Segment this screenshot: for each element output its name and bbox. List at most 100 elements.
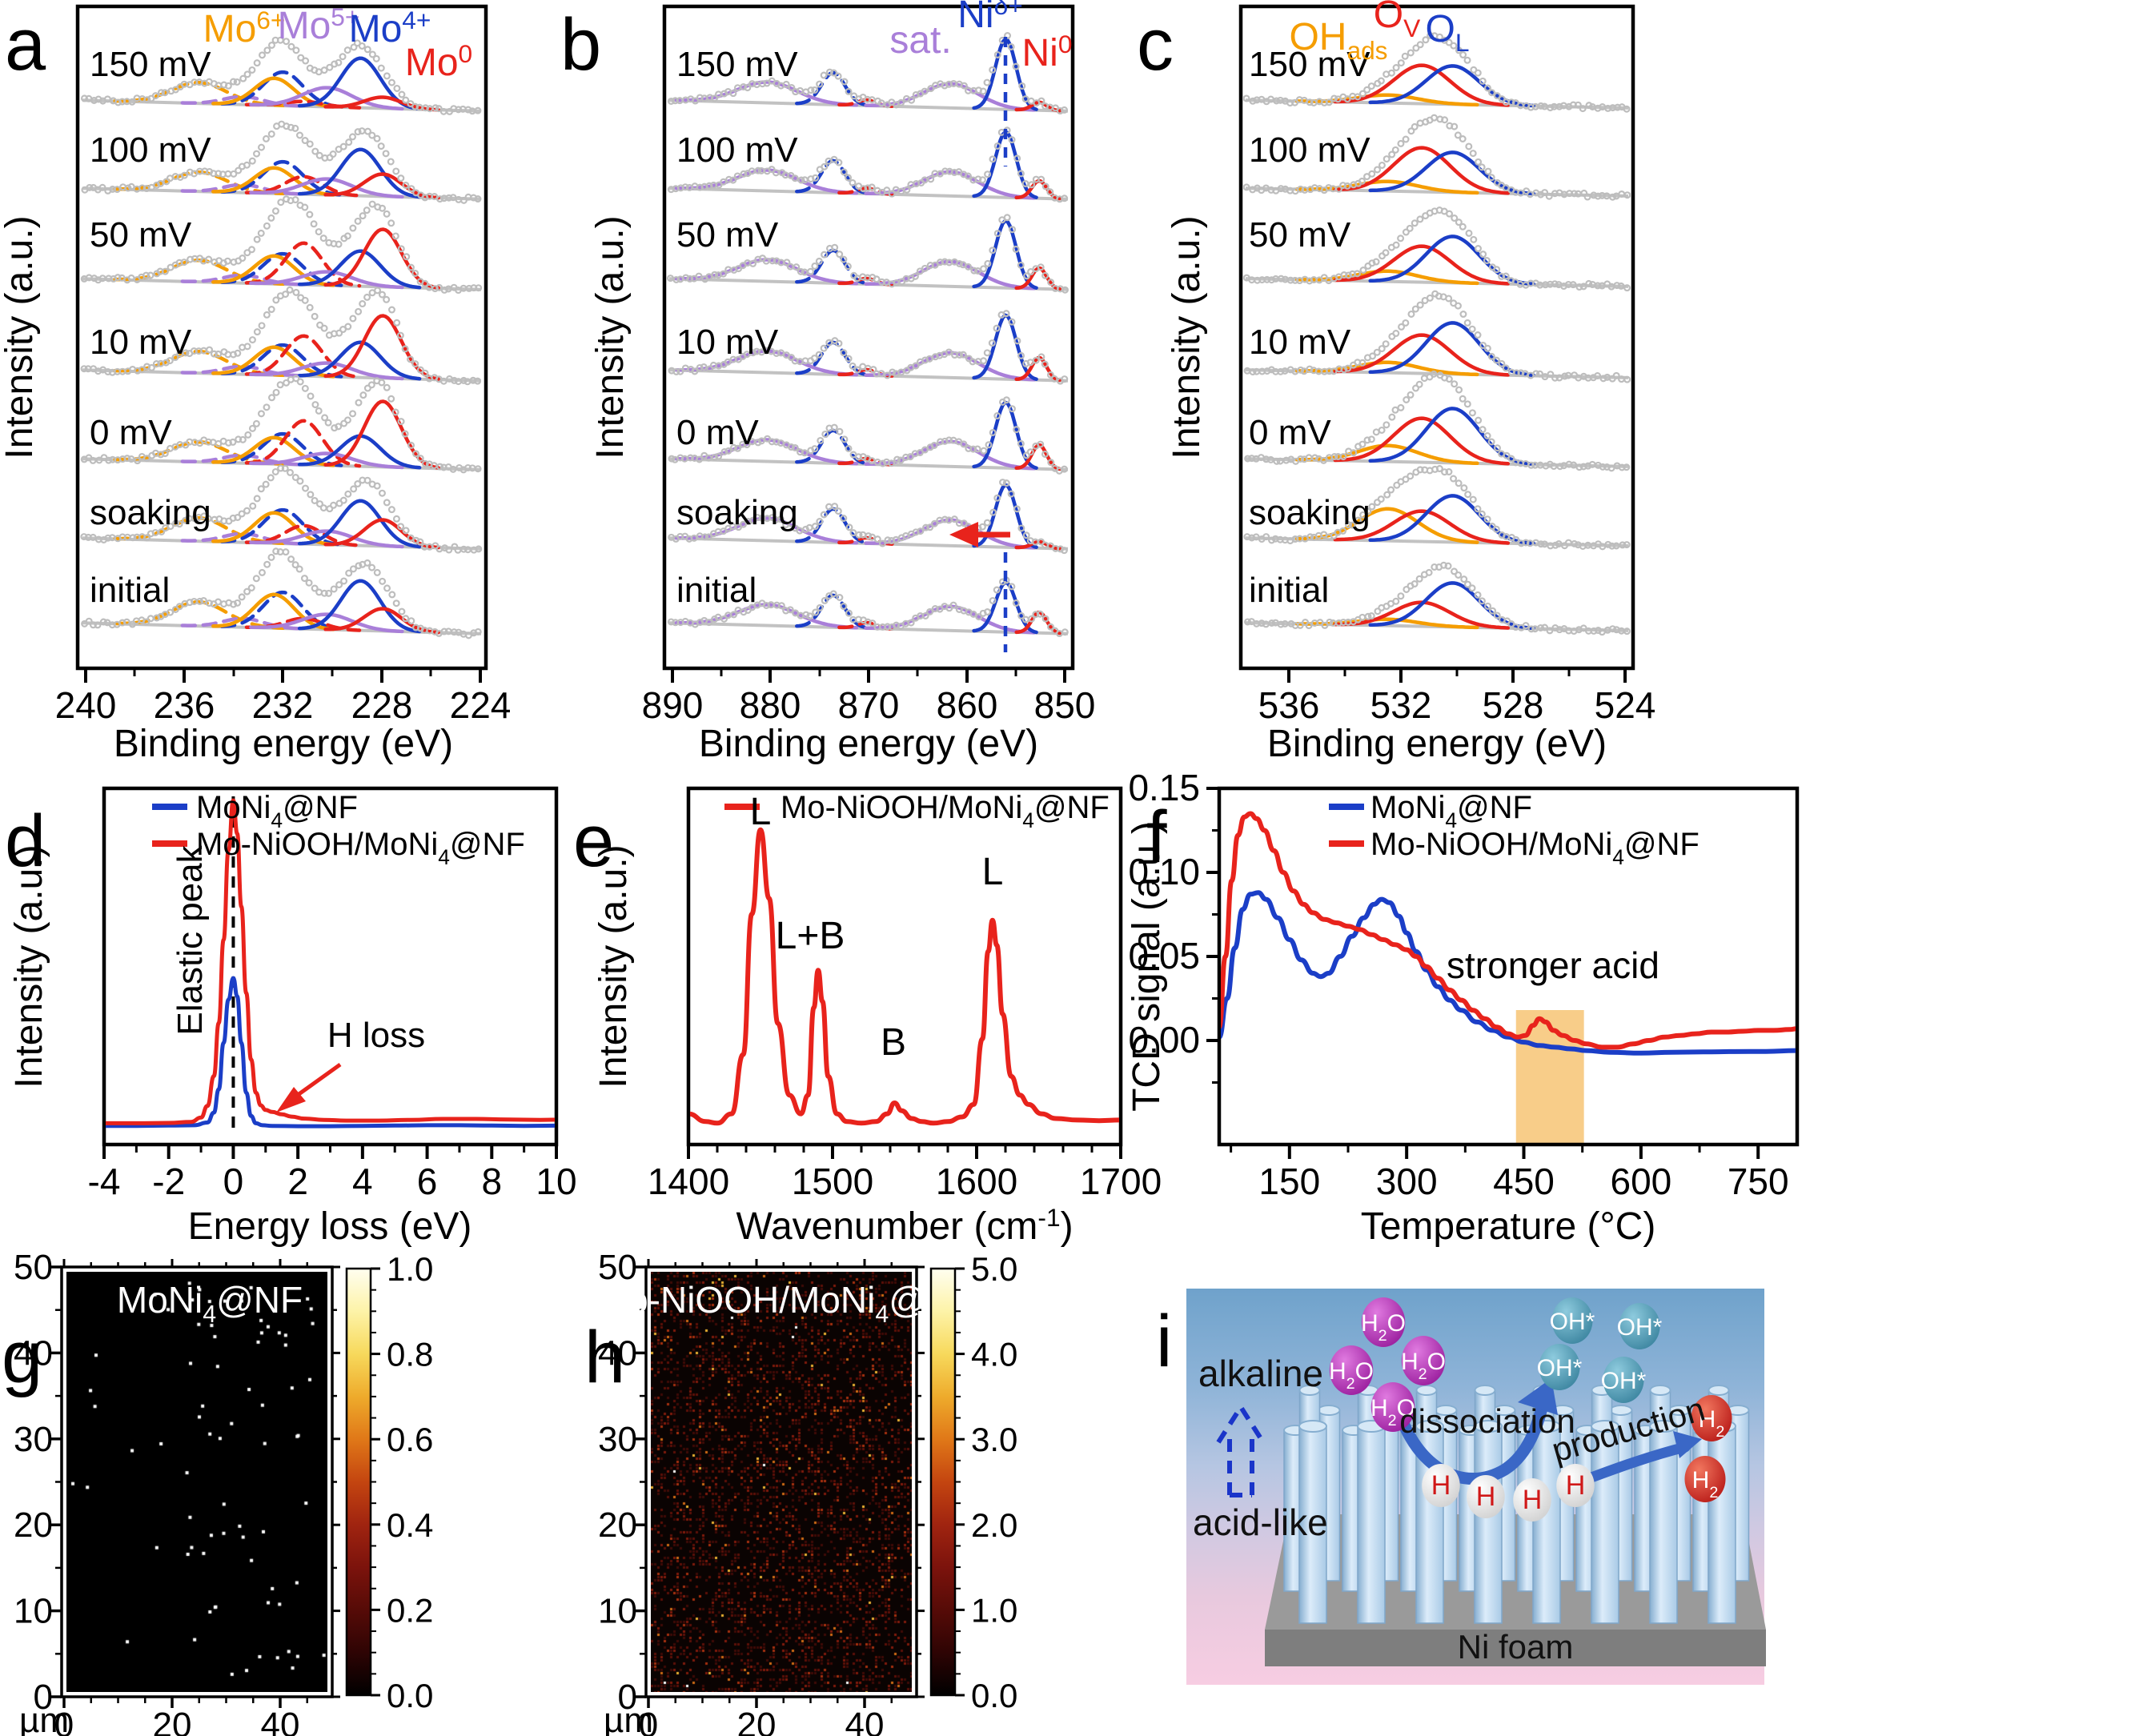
axis-title-y-e: Intensity (a.u.) <box>592 844 635 1088</box>
molecule-label: H <box>1523 1485 1543 1515</box>
peak-O V <box>1333 416 1511 466</box>
nanorod <box>1591 1425 1619 1624</box>
peak-Mo5+ 3d3/2 <box>180 182 305 196</box>
x-tick-label: 10 <box>536 1161 576 1202</box>
y-tick-label: 0.15 <box>1128 767 1200 808</box>
trace-label-100 mV: 100 mV <box>90 130 211 170</box>
colorbar-label: 0.0 <box>971 1677 1017 1714</box>
colorbar-label: 0.2 <box>387 1591 433 1629</box>
x-tick-label: 532 <box>1370 684 1432 726</box>
state-transition-arrow <box>1227 1434 1254 1497</box>
molecule-label: OH* <box>1550 1309 1595 1335</box>
nanorod-cap <box>1298 1385 1321 1396</box>
nanorod <box>1298 1425 1327 1624</box>
peak-Mo5+ 3d5/2 <box>249 177 404 199</box>
molecule-oh <box>1539 1344 1580 1390</box>
nanorod <box>1708 1425 1736 1624</box>
molecule-label: OH* <box>1601 1368 1647 1394</box>
peak-O V <box>1333 333 1511 377</box>
map-field-g <box>66 1272 327 1692</box>
peak-Mo0 3d5/2 <box>323 314 440 381</box>
trace-label-100 mV: 100 mV <box>676 130 798 170</box>
state-transition-arrow-head <box>1216 1402 1266 1444</box>
x-tick-label: 0 <box>54 1706 74 1736</box>
x-tick-label: 750 <box>1728 1161 1789 1202</box>
y-tick-label: 0.00 <box>1128 1019 1200 1060</box>
nanorod-cap <box>1415 1385 1438 1396</box>
peak-label: sat. <box>889 19 951 62</box>
molecule-label: H2​ <box>1699 1406 1725 1441</box>
x-tick-label: 236 <box>154 684 215 726</box>
peak-Mo5+ 3d5/2 <box>249 529 404 549</box>
molecule-oh <box>1603 1357 1644 1403</box>
colorbar-label: 4.0 <box>971 1336 1017 1373</box>
x-tick-label: 8 <box>481 1161 502 1202</box>
molecule-label: H2​O <box>1361 1310 1406 1345</box>
peak-Mo4+ 3d3/2 <box>219 70 344 109</box>
y-tick-label: 0.10 <box>1128 851 1200 892</box>
x-tick-label: 524 <box>1595 684 1656 726</box>
trace-label-0 mV: 0 mV <box>90 413 172 452</box>
peak-Mo5+ 3d3/2 <box>180 94 305 108</box>
panel-f-frame <box>1217 786 1800 1147</box>
molecule-h2o <box>1329 1345 1374 1395</box>
colorbar-h <box>929 1267 957 1697</box>
peak-Mo4+ 3d5/2 <box>297 340 422 381</box>
trace-label-10 mV: 10 mV <box>676 323 779 362</box>
x-tick-label: 240 <box>55 684 117 726</box>
peak-Mo5+ 3d3/2 <box>180 364 305 378</box>
peak-Ni d+ 2p3/2 <box>972 130 1038 199</box>
x-tick-label: 0 <box>223 1161 244 1202</box>
nanorod <box>1357 1425 1386 1624</box>
axis-title-x-e: Wavenumber (cm-1​) <box>736 1203 1073 1248</box>
nanorod-cap <box>1591 1420 1619 1433</box>
y-tick-label: 0 <box>34 1678 53 1717</box>
axis-title-x-c: Binding energy (eV) <box>1267 723 1607 765</box>
axis-title-x-d: Energy loss (eV) <box>188 1205 472 1248</box>
peak-O L <box>1368 494 1535 546</box>
colorbar-g <box>345 1267 372 1697</box>
nanorod-cap <box>1298 1420 1327 1433</box>
peak-Mo6+ 3d5/2 <box>211 254 335 287</box>
trace-label-initial: initial <box>1249 571 1329 610</box>
molecule-label: H2​O <box>1329 1358 1374 1393</box>
x-tick-label: 20 <box>737 1706 777 1736</box>
peak-Mo0 3d5/2 <box>323 607 440 635</box>
trace-label-100 mV: 100 mV <box>1249 130 1370 170</box>
peak-O L <box>1368 321 1535 378</box>
peak-label: OHads​ <box>1289 16 1387 65</box>
legend-label: MoNi4​@NF <box>1370 790 1532 832</box>
x-tick-label: 850 <box>1034 684 1096 726</box>
series-d-1 <box>106 798 555 1125</box>
nanorod-cap <box>1317 1405 1341 1416</box>
trace-label-initial: initial <box>90 571 170 610</box>
peak-O V <box>1333 63 1511 107</box>
molecule-h2o <box>1401 1336 1446 1385</box>
x-tick-label: 4 <box>352 1161 373 1202</box>
molecule-label: OH* <box>1537 1355 1583 1381</box>
x-tick-label: 2 <box>287 1161 308 1202</box>
peak-O L <box>1368 581 1535 631</box>
map-frame-h <box>644 1265 918 1698</box>
x-tick-label: 150 <box>1258 1161 1320 1202</box>
peak-Ni 2p1/2 <box>795 248 871 286</box>
annotation-arrow-head <box>276 1087 306 1113</box>
x-tick-label: 870 <box>838 684 900 726</box>
x-tick-label: 224 <box>450 684 512 726</box>
peak-Mo6+ 3d3/2 <box>113 80 285 108</box>
schematic-text: acid-like <box>1193 1501 1328 1543</box>
molecule-label: H2​O <box>1370 1395 1415 1429</box>
peak-Ni 2p1/2 <box>795 593 871 630</box>
nanorod-cap <box>1474 1385 1496 1396</box>
x-tick-label: 1400 <box>648 1161 729 1202</box>
panel-letter-g: g <box>2 1317 43 1398</box>
x-tick-label: 20 <box>153 1706 192 1736</box>
peak-Mo6+ 3d5/2 <box>211 592 335 631</box>
peak-Mo5+ 3d5/2 <box>249 451 404 470</box>
panel-letter-d: d <box>5 800 46 882</box>
nanorod-cap <box>1708 1385 1730 1396</box>
y-tick-label: 10 <box>14 1592 53 1631</box>
colorbar-label: 3.0 <box>971 1421 1017 1458</box>
axis-title-y-a: Intensity (a.u.) <box>0 215 41 459</box>
